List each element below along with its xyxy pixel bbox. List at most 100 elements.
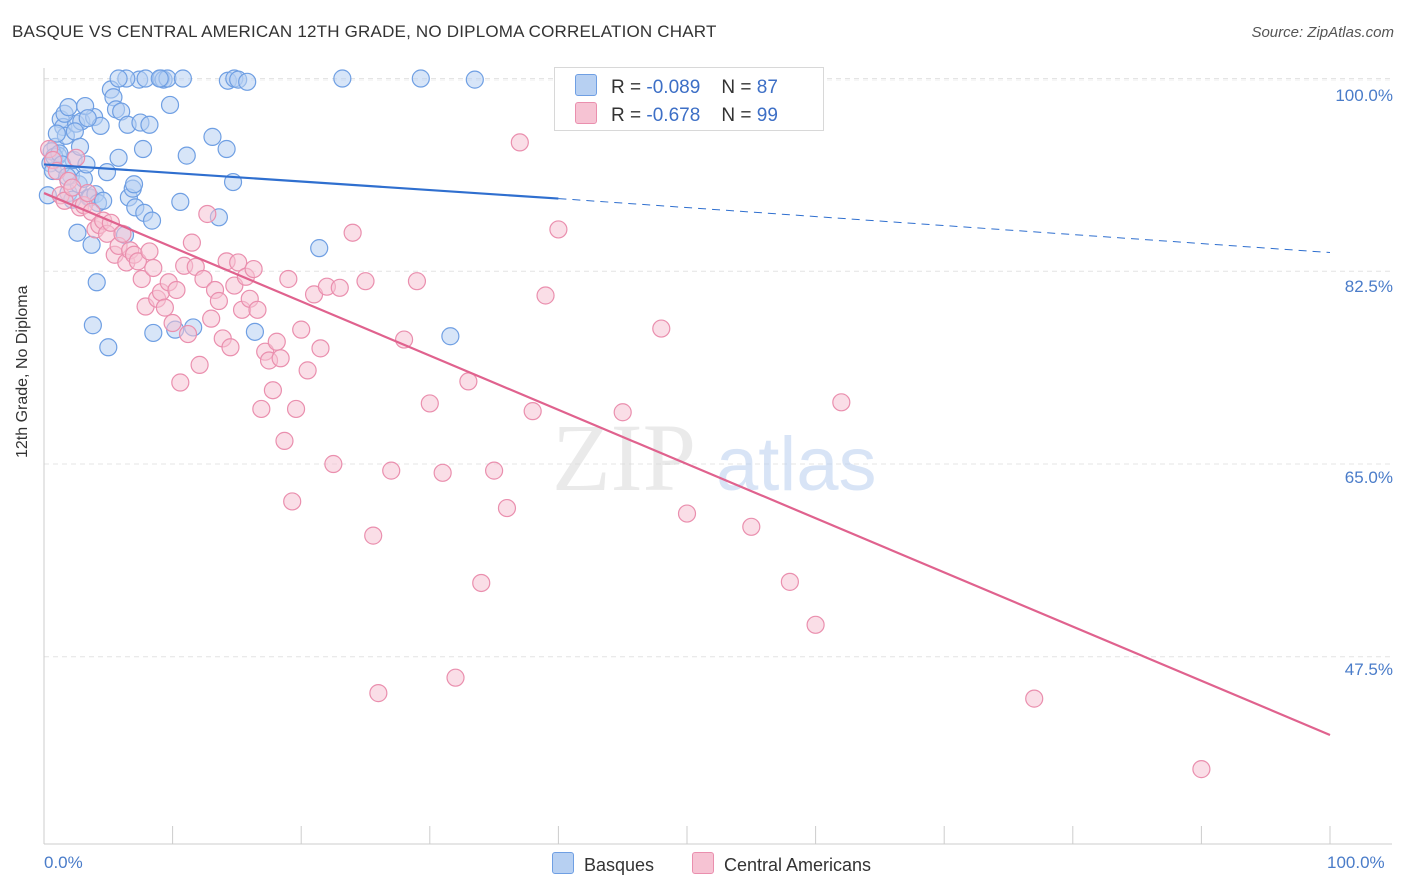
central-americans-point — [613, 403, 632, 422]
central-americans-point — [248, 300, 267, 319]
watermark-atlas: atlas — [716, 422, 877, 507]
central-americans-point — [163, 313, 182, 333]
basques-point — [441, 327, 460, 346]
chart-title: BASQUE VS CENTRAL AMERICAN 12TH GRADE, N… — [12, 22, 717, 41]
central-americans-point — [171, 373, 190, 392]
basques-point — [171, 192, 190, 211]
basques-trend-line — [43, 163, 559, 200]
basques-point — [68, 223, 87, 242]
bottom-legend-swatch-blue — [552, 852, 574, 874]
legend-n-value: 99 — [756, 105, 778, 126]
legend-swatch-blue — [575, 74, 597, 96]
basques-point — [173, 69, 192, 88]
central-americans-point — [536, 286, 555, 305]
bottom-legend-swatch-pink — [692, 852, 714, 874]
central-americans-point — [652, 319, 671, 338]
central-americans-point — [167, 280, 186, 300]
y-tick-label: 65.0% — [1344, 468, 1393, 487]
basques-point — [94, 191, 113, 210]
central-americans-point — [407, 272, 427, 291]
central-americans-point — [63, 178, 82, 197]
bottom-legend-basques: Basques — [552, 852, 654, 876]
legend-r-value: -0.089 — [646, 77, 701, 98]
legend-row-basques: R = -0.089 N = 87 — [575, 74, 778, 100]
central-americans-point — [806, 615, 825, 634]
basques-point — [65, 122, 84, 141]
basques-point — [124, 175, 144, 194]
central-americans-point — [132, 269, 151, 289]
central-americans-point — [369, 684, 388, 703]
central-americans-point — [221, 338, 240, 357]
central-americans-point — [382, 461, 401, 480]
central-americans-point — [330, 278, 349, 297]
basques-trend-extension — [558, 198, 1331, 254]
basques-point — [333, 69, 352, 88]
central-americans-point — [286, 399, 306, 419]
central-americans-point — [364, 526, 383, 545]
central-americans-point — [497, 498, 517, 518]
central-americans-point — [832, 393, 851, 412]
central-americans-point — [198, 204, 217, 224]
central-americans-point — [140, 242, 159, 261]
basques-point — [133, 139, 153, 159]
central-americans-point — [1025, 689, 1044, 708]
basques-point — [217, 139, 236, 159]
central-americans-point — [252, 399, 271, 419]
basques-point — [160, 95, 180, 115]
basques-point — [97, 163, 117, 182]
central-americans-point — [485, 461, 504, 480]
central-americans-point — [178, 324, 198, 344]
central-americans-point — [356, 272, 375, 291]
basques-point — [144, 323, 163, 343]
central-americans-point — [78, 183, 97, 203]
x-tick-label: 100.0% — [1327, 853, 1385, 872]
central-americans-point — [472, 573, 491, 593]
basques-point — [142, 211, 162, 230]
central-americans-point — [1192, 760, 1211, 779]
legend-n-value: 87 — [756, 77, 778, 98]
legend-r-label: R = — [611, 77, 642, 98]
basques-point — [177, 146, 196, 165]
central-americans-point — [128, 252, 147, 271]
basques-point — [109, 69, 128, 88]
y-tick-label: 82.5% — [1344, 277, 1393, 296]
basques-point — [78, 109, 97, 128]
legend-r-value: -0.678 — [646, 105, 701, 126]
basques-point — [87, 273, 106, 292]
central-americans-point — [229, 253, 248, 272]
central-americans-point — [67, 148, 86, 167]
central-americans-point — [742, 517, 761, 536]
gridlines — [44, 78, 1392, 658]
trend-lines — [43, 163, 1331, 736]
central-americans-point — [194, 269, 213, 289]
central-americans-point — [209, 291, 228, 311]
bottom-legend-label: Central Americans — [724, 855, 872, 875]
central-americans-point — [780, 572, 799, 591]
basques-point — [47, 124, 66, 143]
basques-point — [411, 69, 430, 88]
central-americans-point — [549, 220, 568, 239]
legend-n-label: N = — [721, 77, 752, 98]
central-americans-point — [182, 233, 201, 252]
central-americans-point — [433, 463, 452, 482]
central-americans-point — [202, 309, 221, 328]
central-americans-point — [298, 361, 317, 380]
central-americans-point — [190, 355, 209, 374]
central-americans-point — [47, 161, 66, 181]
legend-swatch-pink — [575, 102, 597, 124]
central-americans-trend-line — [43, 192, 1331, 736]
basques-point — [150, 69, 169, 88]
basques-point — [83, 316, 102, 335]
legend-r-label: R = — [611, 105, 642, 126]
series-central-americans — [40, 133, 1211, 779]
central-americans-point — [420, 394, 439, 413]
central-americans-point — [144, 258, 163, 278]
basques-point — [59, 98, 78, 117]
central-americans-point — [324, 454, 343, 474]
central-americans-point — [267, 332, 286, 351]
basques-point — [245, 322, 265, 341]
x-tick-label: 0.0% — [44, 853, 83, 872]
legend: R = -0.089 N = 87 R = -0.678 N = 99 — [554, 67, 824, 131]
central-americans-point — [510, 133, 529, 152]
